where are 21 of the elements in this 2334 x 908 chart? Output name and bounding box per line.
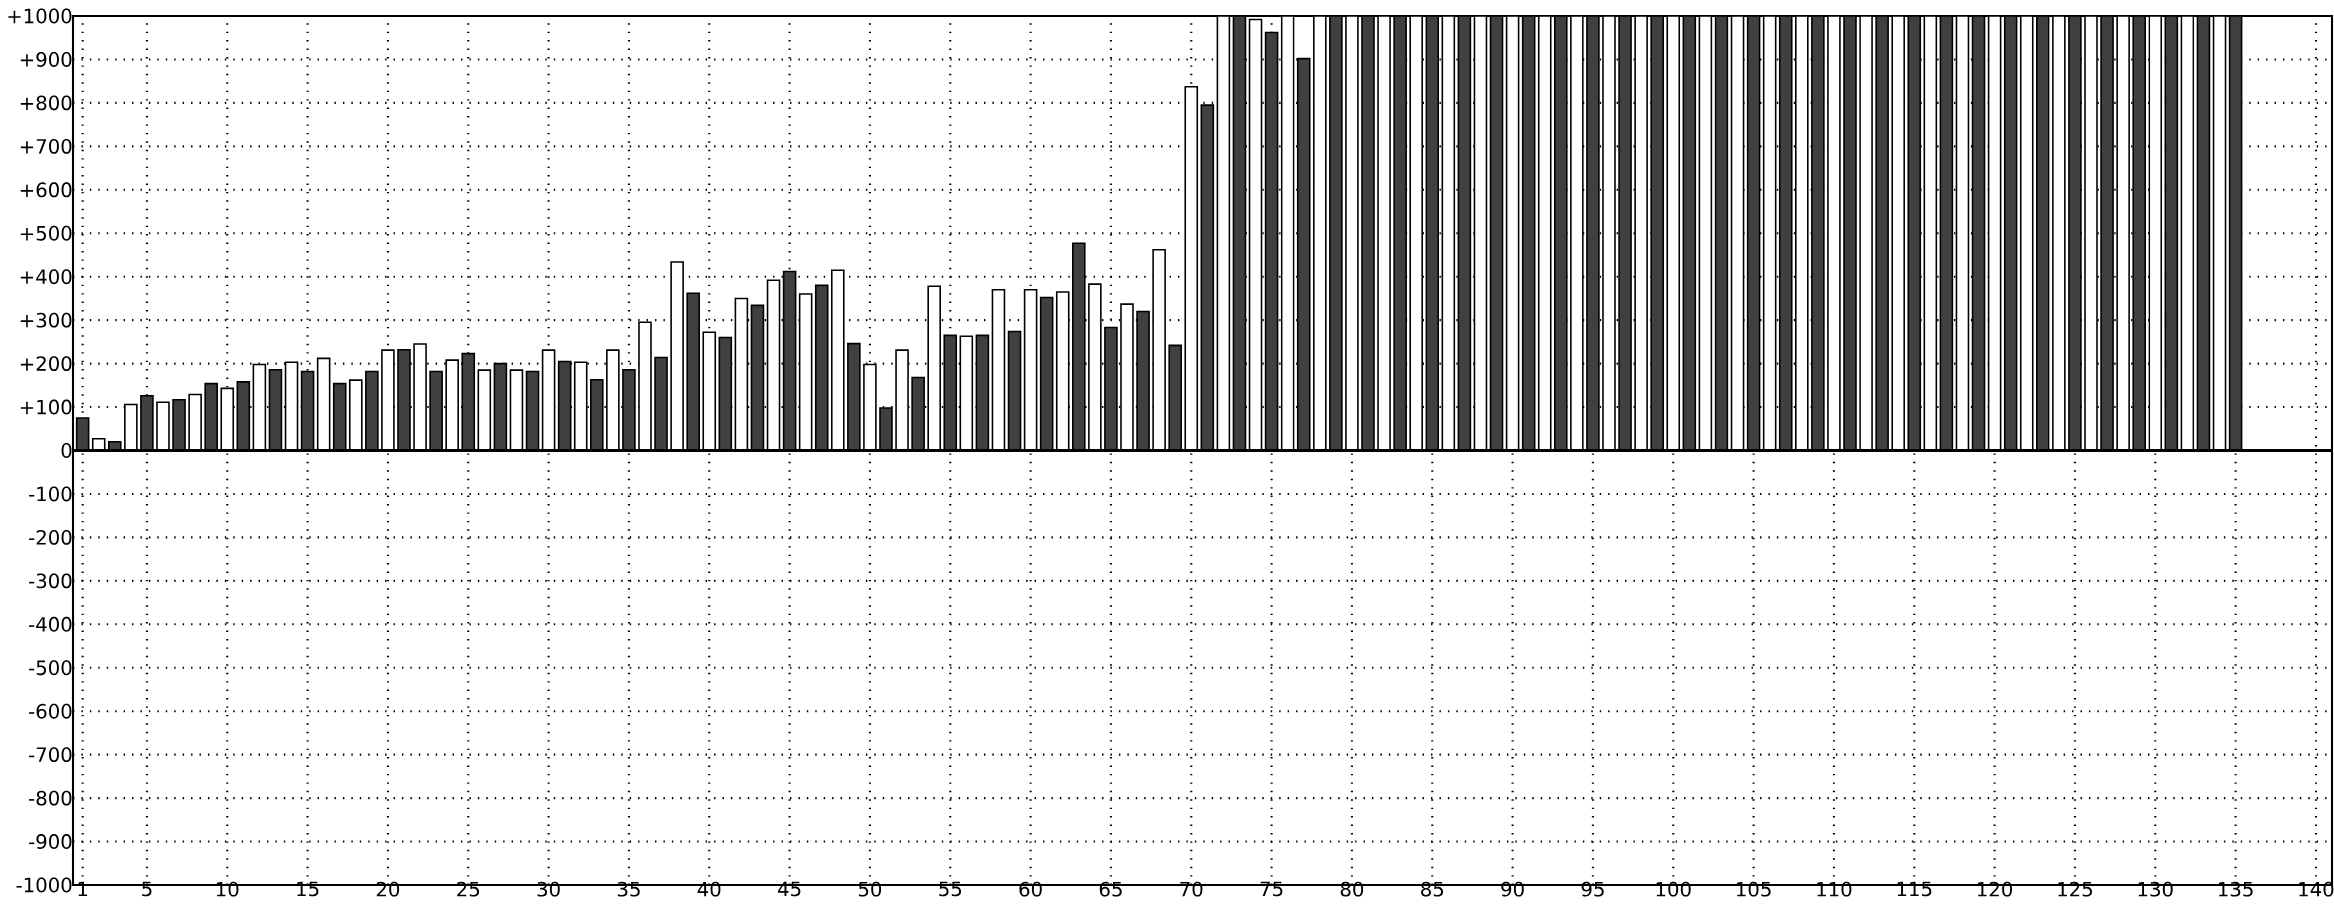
- y-tick-label: +800: [20, 95, 72, 111]
- y-tick-label: -300: [29, 573, 72, 589]
- y-tick-label: +500: [20, 225, 72, 241]
- y-tick-label: +700: [20, 138, 72, 154]
- y-tick-label: +300: [20, 312, 72, 328]
- y-tick-label: +1000: [8, 8, 72, 24]
- y-tick-label: -700: [29, 747, 72, 763]
- y-tick-label: +900: [20, 52, 72, 67]
- y-tick-label: +200: [20, 356, 72, 372]
- y-tick-label: -200: [29, 529, 72, 545]
- y-tick-label: -1000: [16, 877, 72, 893]
- y-tick-label: +100: [20, 399, 72, 415]
- y-tick-label: 0: [61, 443, 72, 458]
- y-tick-label: +400: [20, 269, 72, 285]
- y-tick-label: -800: [29, 790, 72, 806]
- y-tick-label: -500: [29, 660, 72, 676]
- y-tick-label: -400: [29, 616, 72, 632]
- y-tick-label: +600: [20, 182, 72, 198]
- y-tick-label: -600: [29, 703, 72, 719]
- y-tick-label: -100: [29, 486, 72, 502]
- y-tick-label: -900: [29, 834, 72, 849]
